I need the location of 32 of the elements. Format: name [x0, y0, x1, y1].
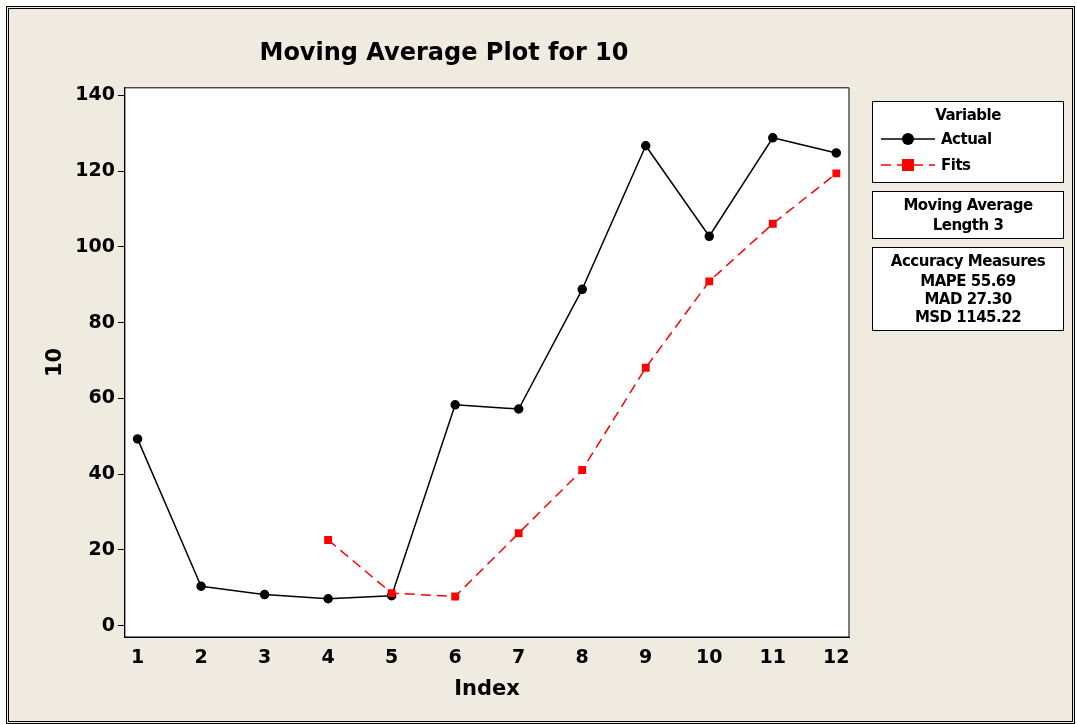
x-tick-label: 3 — [257, 645, 272, 668]
y-tick-label: 100 — [75, 233, 115, 256]
text: MAD 27.30 — [923, 290, 1013, 308]
x-tick-label: 8 — [575, 645, 589, 668]
x-tick-label: 1 — [130, 645, 145, 668]
text: MAPE 55.69 — [919, 272, 1017, 290]
text: Accuracy Measures — [889, 252, 1047, 270]
y-tick-label: 80 — [88, 309, 115, 332]
y-tick-label: 140 — [75, 82, 115, 105]
y-axis-title: 10 — [42, 347, 67, 378]
x-tick-label: 11 — [759, 645, 786, 668]
text: Length 3 — [931, 216, 1005, 234]
legend-title: Variable — [934, 106, 1002, 124]
text: Moving Average — [902, 196, 1034, 214]
x-tick-label: 12 — [823, 645, 850, 668]
y-tick-label: 0 — [101, 612, 115, 635]
x-tick-label: 9 — [639, 645, 653, 668]
text: MSD 1145.22 — [913, 308, 1023, 326]
y-tick-label: 40 — [88, 461, 115, 484]
legend-label: Actual — [941, 130, 992, 148]
x-axis-title: Index — [454, 675, 521, 700]
x-tick-label: 5 — [385, 645, 399, 668]
x-tick-label: 6 — [448, 645, 462, 668]
chart-title: Moving Average Plot for 10 — [259, 37, 629, 66]
x-tick-label: 4 — [321, 645, 335, 668]
x-tick-label: 10 — [696, 645, 723, 668]
legend-label: Fits — [941, 156, 971, 174]
x-tick-label: 7 — [512, 645, 526, 668]
x-tick-label: 2 — [194, 645, 208, 668]
y-tick-label: 120 — [75, 158, 115, 181]
y-tick-label: 60 — [88, 385, 115, 408]
y-tick-label: 20 — [88, 536, 115, 559]
